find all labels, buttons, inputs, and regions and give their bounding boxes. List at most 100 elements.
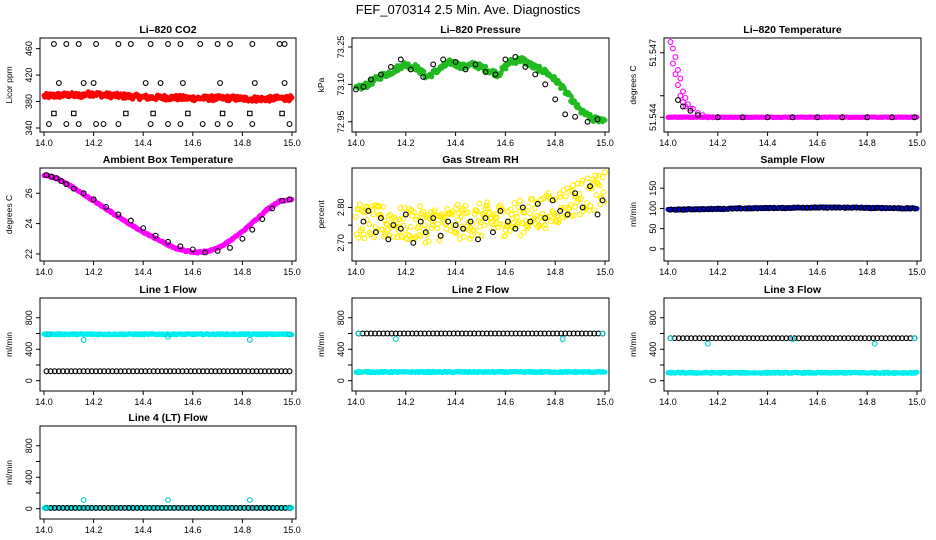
data-point (179, 80, 186, 86)
data-layer (353, 330, 608, 376)
x-tick-label: 14.2 (85, 397, 103, 407)
data-point (789, 336, 796, 342)
data-point (70, 185, 77, 192)
data-point (561, 204, 568, 211)
data-point (502, 232, 509, 239)
data-point (245, 368, 252, 375)
data-layer (665, 335, 920, 376)
data-point (158, 368, 165, 375)
data-point (549, 197, 556, 204)
x-tick-label: 14.4 (447, 267, 465, 277)
data-point (675, 97, 681, 104)
data-point (286, 196, 293, 203)
plot-frame (39, 37, 297, 133)
data-point (376, 203, 383, 210)
series (353, 368, 608, 376)
data-point (444, 205, 451, 212)
data-point (737, 205, 744, 212)
data-point (841, 204, 848, 211)
data-point (548, 218, 555, 225)
data-point (520, 229, 527, 236)
x-tick-label: 14.4 (447, 397, 465, 407)
data-point (63, 41, 70, 47)
data-point (372, 229, 379, 236)
data-point (353, 213, 359, 220)
data-point (672, 54, 679, 60)
data-point (392, 336, 399, 342)
data-point (415, 223, 422, 230)
data-point (440, 56, 447, 63)
y-tick-label: 380 (24, 94, 34, 109)
data-point (532, 71, 539, 78)
y-tick-label: 400 (336, 342, 346, 357)
series (51, 110, 285, 117)
data-point (895, 335, 901, 342)
data-point (452, 222, 459, 229)
data-point (525, 203, 532, 210)
data-point (484, 199, 491, 206)
data-point (470, 227, 477, 234)
panel-title: Line 4 (LT) Flow (128, 412, 208, 424)
data-point (837, 335, 844, 342)
data-point (512, 225, 519, 232)
data-point (545, 330, 552, 337)
data-point (839, 114, 846, 121)
series (355, 330, 606, 342)
data-point (47, 504, 54, 511)
data-point (889, 114, 896, 121)
data-point (405, 330, 412, 337)
x-tick-label: 14.2 (85, 267, 103, 277)
series (46, 331, 293, 343)
data-point (397, 225, 404, 232)
data-point (214, 41, 221, 47)
data-layer (41, 331, 295, 375)
data-point (63, 121, 70, 127)
data-point (100, 121, 107, 127)
series (43, 497, 293, 511)
data-point (775, 205, 781, 211)
data-point (911, 205, 918, 212)
data-point (48, 173, 55, 180)
data-point (677, 75, 684, 82)
data-point (750, 205, 757, 212)
data-point (478, 232, 485, 239)
data-point (212, 368, 219, 375)
data-point (487, 330, 494, 337)
data-point (476, 200, 483, 207)
data-point (483, 202, 490, 209)
data-point (591, 207, 598, 214)
data-point (602, 169, 608, 176)
x-tick-label: 14.8 (234, 525, 252, 535)
y-tick-label: 22 (24, 249, 34, 259)
data-point (241, 368, 248, 375)
data-point (861, 204, 868, 211)
data-point (490, 229, 496, 236)
data-point (55, 504, 62, 511)
x-tick-label: 14.2 (709, 138, 727, 148)
panel-line4: Line 4 (LT) Flow ml/min 14.0 14.2 14.4 14.6 14… (4, 412, 301, 535)
data-point (570, 330, 577, 337)
data-point (200, 504, 206, 511)
data-point (360, 83, 367, 90)
data-point (911, 114, 918, 121)
data-point (249, 121, 256, 127)
data-point (899, 205, 906, 212)
data-point (907, 335, 914, 342)
data-point (113, 504, 120, 511)
series (353, 54, 601, 125)
data-point (799, 204, 806, 211)
data-point (281, 80, 288, 86)
panel-title: Ambient Box Temperature (103, 154, 234, 166)
data-point (370, 211, 377, 218)
data-point (80, 80, 87, 86)
data-point (130, 368, 136, 375)
data-point (46, 121, 52, 127)
data-point (519, 204, 526, 211)
data-point (488, 220, 494, 226)
data-point (93, 41, 100, 47)
y-tick-label: 51.544 (648, 103, 658, 131)
data-point (545, 190, 551, 197)
panel-licor-temp: Li–820 Temperature degrees C 14.0 14.2 14.4 1… (628, 24, 926, 148)
data-point (417, 218, 424, 225)
data-point (162, 504, 169, 511)
